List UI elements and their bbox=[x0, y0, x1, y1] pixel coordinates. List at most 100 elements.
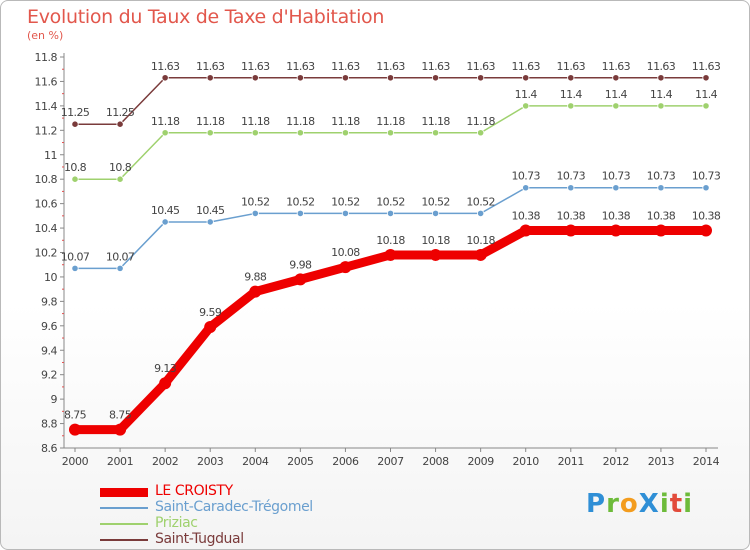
y-tick-label: 9 bbox=[51, 393, 58, 406]
data-point-saint-tugdual bbox=[567, 74, 575, 82]
data-point-saint-tugdual bbox=[477, 74, 485, 82]
data-point-le-croisty bbox=[249, 285, 262, 298]
data-point-saint-caradec-tregomel bbox=[116, 264, 124, 272]
data-point-saint-tugdual bbox=[341, 74, 350, 82]
x-tick-label: 2002 bbox=[152, 455, 178, 468]
data-point-saint-caradec-tregomel bbox=[657, 184, 665, 192]
data-point-le-croisty bbox=[294, 273, 307, 286]
data-point-le-croisty bbox=[204, 321, 217, 334]
y-tick-label: 11.4 bbox=[35, 100, 58, 113]
x-tick-label: 2006 bbox=[332, 455, 359, 468]
data-label-saint-caradec-tregomel: 10.07 bbox=[61, 250, 90, 263]
data-point-saint-caradec-tregomel bbox=[341, 209, 350, 217]
data-label-le-croisty: 10.38 bbox=[692, 210, 721, 223]
logo-letter: t bbox=[669, 489, 684, 519]
data-point-saint-tugdual bbox=[161, 74, 169, 82]
data-label-priziac: 11.4 bbox=[695, 88, 718, 101]
data-point-saint-tugdual bbox=[431, 74, 440, 82]
data-label-saint-tugdual: 11.63 bbox=[196, 60, 225, 73]
data-point-saint-tugdual bbox=[251, 74, 259, 82]
x-tick-label: 2013 bbox=[648, 455, 675, 468]
data-label-priziac: 11.4 bbox=[650, 88, 673, 101]
data-point-saint-caradec-tregomel bbox=[386, 209, 395, 217]
data-label-le-croisty: 9.98 bbox=[289, 258, 312, 271]
data-label-priziac: 11.4 bbox=[605, 88, 628, 101]
data-label-priziac: 11.18 bbox=[331, 115, 360, 128]
data-label-saint-caradec-tregomel: 10.52 bbox=[466, 195, 495, 208]
logo-letter: X bbox=[638, 489, 660, 519]
logo-letter: o bbox=[619, 489, 639, 519]
y-tick-label: 10.8 bbox=[35, 173, 58, 186]
data-label-le-croisty: 10.38 bbox=[647, 210, 676, 223]
data-label-saint-tugdual: 11.63 bbox=[511, 60, 540, 73]
y-tick-label: 9.4 bbox=[41, 344, 57, 357]
data-label-priziac: 11.18 bbox=[466, 115, 495, 128]
y-tick-label: 10.2 bbox=[35, 247, 58, 260]
data-point-priziac bbox=[386, 129, 395, 137]
data-label-priziac: 11.4 bbox=[560, 88, 583, 101]
data-label-priziac: 11.18 bbox=[241, 115, 270, 128]
legend-label-le-croisty: LE CROISTY bbox=[155, 483, 233, 499]
data-point-saint-tugdual bbox=[116, 120, 124, 128]
y-tick-label: 9.2 bbox=[41, 369, 57, 382]
data-label-le-croisty: 10.38 bbox=[557, 210, 586, 223]
y-tick-label: 9.6 bbox=[41, 320, 57, 333]
data-point-le-croisty bbox=[700, 224, 712, 237]
data-point-le-croisty bbox=[609, 224, 622, 237]
data-point-saint-caradec-tregomel bbox=[251, 209, 259, 217]
data-label-saint-tugdual: 11.63 bbox=[421, 60, 450, 73]
x-tick-label: 2009 bbox=[467, 455, 494, 468]
data-label-priziac: 10.8 bbox=[64, 161, 87, 174]
logo-letter: r bbox=[606, 489, 620, 519]
data-point-priziac bbox=[71, 175, 79, 183]
data-label-le-croisty: 9.88 bbox=[244, 271, 267, 284]
data-point-priziac bbox=[477, 129, 485, 137]
data-label-saint-caradec-tregomel: 10.45 bbox=[196, 204, 225, 217]
data-point-priziac bbox=[341, 129, 350, 137]
x-tick-label: 2012 bbox=[603, 455, 629, 468]
data-point-saint-caradec-tregomel bbox=[477, 209, 485, 217]
x-tick-label: 2004 bbox=[242, 455, 269, 468]
data-label-priziac: 11.18 bbox=[286, 115, 315, 128]
y-tick-label: 11.2 bbox=[35, 124, 58, 137]
data-point-le-croisty bbox=[654, 224, 667, 237]
y-tick-label: 9.8 bbox=[41, 295, 57, 308]
data-point-saint-caradec-tregomel bbox=[161, 218, 169, 226]
data-label-saint-caradec-tregomel: 10.73 bbox=[692, 170, 721, 183]
data-label-saint-caradec-tregomel: 10.07 bbox=[106, 250, 135, 263]
x-tick-label: 2000 bbox=[62, 455, 89, 468]
data-label-le-croisty: 10.18 bbox=[376, 234, 405, 247]
data-point-saint-caradec-tregomel bbox=[522, 184, 530, 192]
data-point-le-croisty bbox=[564, 224, 577, 237]
data-label-saint-caradec-tregomel: 10.73 bbox=[647, 170, 676, 183]
data-point-priziac bbox=[116, 175, 124, 183]
legend-item-saint-caradec-tregomel: Saint-Caradec-Trégomel bbox=[100, 499, 440, 516]
data-point-le-croisty bbox=[69, 423, 81, 436]
y-tick-label: 10.4 bbox=[35, 222, 58, 235]
data-label-saint-tugdual: 11.63 bbox=[602, 60, 631, 73]
data-point-priziac bbox=[206, 129, 214, 137]
data-point-priziac bbox=[657, 102, 665, 110]
data-point-saint-tugdual bbox=[702, 74, 710, 82]
legend-item-saint-tugdual: Saint-Tugdual bbox=[100, 531, 440, 548]
data-point-priziac bbox=[567, 102, 575, 110]
data-label-priziac: 11.18 bbox=[421, 115, 450, 128]
legend-item-priziac: Priziac bbox=[100, 515, 440, 532]
data-label-saint-caradec-tregomel: 10.52 bbox=[376, 195, 405, 208]
legend-swatch-saint-tugdual bbox=[100, 539, 148, 541]
data-point-le-croisty bbox=[429, 248, 442, 261]
data-label-saint-tugdual: 11.63 bbox=[557, 60, 586, 73]
data-point-saint-tugdual bbox=[386, 74, 395, 82]
data-point-saint-tugdual bbox=[206, 74, 214, 82]
legend-swatch-le-croisty bbox=[100, 488, 148, 497]
legend-label-saint-caradec-tregomel: Saint-Caradec-Trégomel bbox=[155, 499, 313, 515]
data-label-saint-tugdual: 11.63 bbox=[331, 60, 360, 73]
data-label-le-croisty: 10.38 bbox=[511, 210, 540, 223]
legend-swatch-saint-caradec-tregomel bbox=[100, 507, 148, 509]
data-point-saint-caradec-tregomel bbox=[296, 209, 304, 217]
data-point-saint-caradec-tregomel bbox=[71, 264, 79, 272]
data-label-priziac: 11.18 bbox=[151, 115, 180, 128]
data-point-saint-tugdual bbox=[657, 74, 665, 82]
data-point-priziac bbox=[612, 102, 620, 110]
proxiti-logo: ProXiti bbox=[586, 489, 693, 519]
